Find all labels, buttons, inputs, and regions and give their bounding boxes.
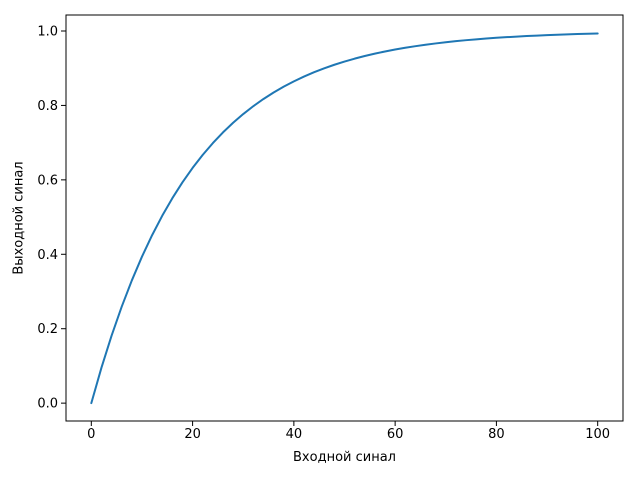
y-tick-label: 0.0 — [37, 397, 58, 412]
x-tick-label: 40 — [286, 427, 303, 442]
x-tick-label: 100 — [585, 427, 610, 442]
data-line — [90, 32, 599, 405]
y-tick-label: 0.6 — [37, 173, 58, 188]
axes-frame — [65, 14, 624, 422]
y-tick-label: 1.0 — [37, 25, 58, 40]
y-tick-label: 0.8 — [37, 99, 58, 114]
x-axis-label: Входной синал — [293, 450, 396, 465]
x-tick-label: 0 — [87, 427, 95, 442]
y-tick-label: 0.4 — [37, 248, 58, 263]
y-axis-label: Выходной синал — [11, 161, 27, 275]
x-tick-label: 80 — [488, 427, 505, 442]
x-tick-label: 20 — [184, 427, 201, 442]
x-tick-label: 60 — [387, 427, 404, 442]
y-tick-label: 0.2 — [37, 322, 58, 337]
